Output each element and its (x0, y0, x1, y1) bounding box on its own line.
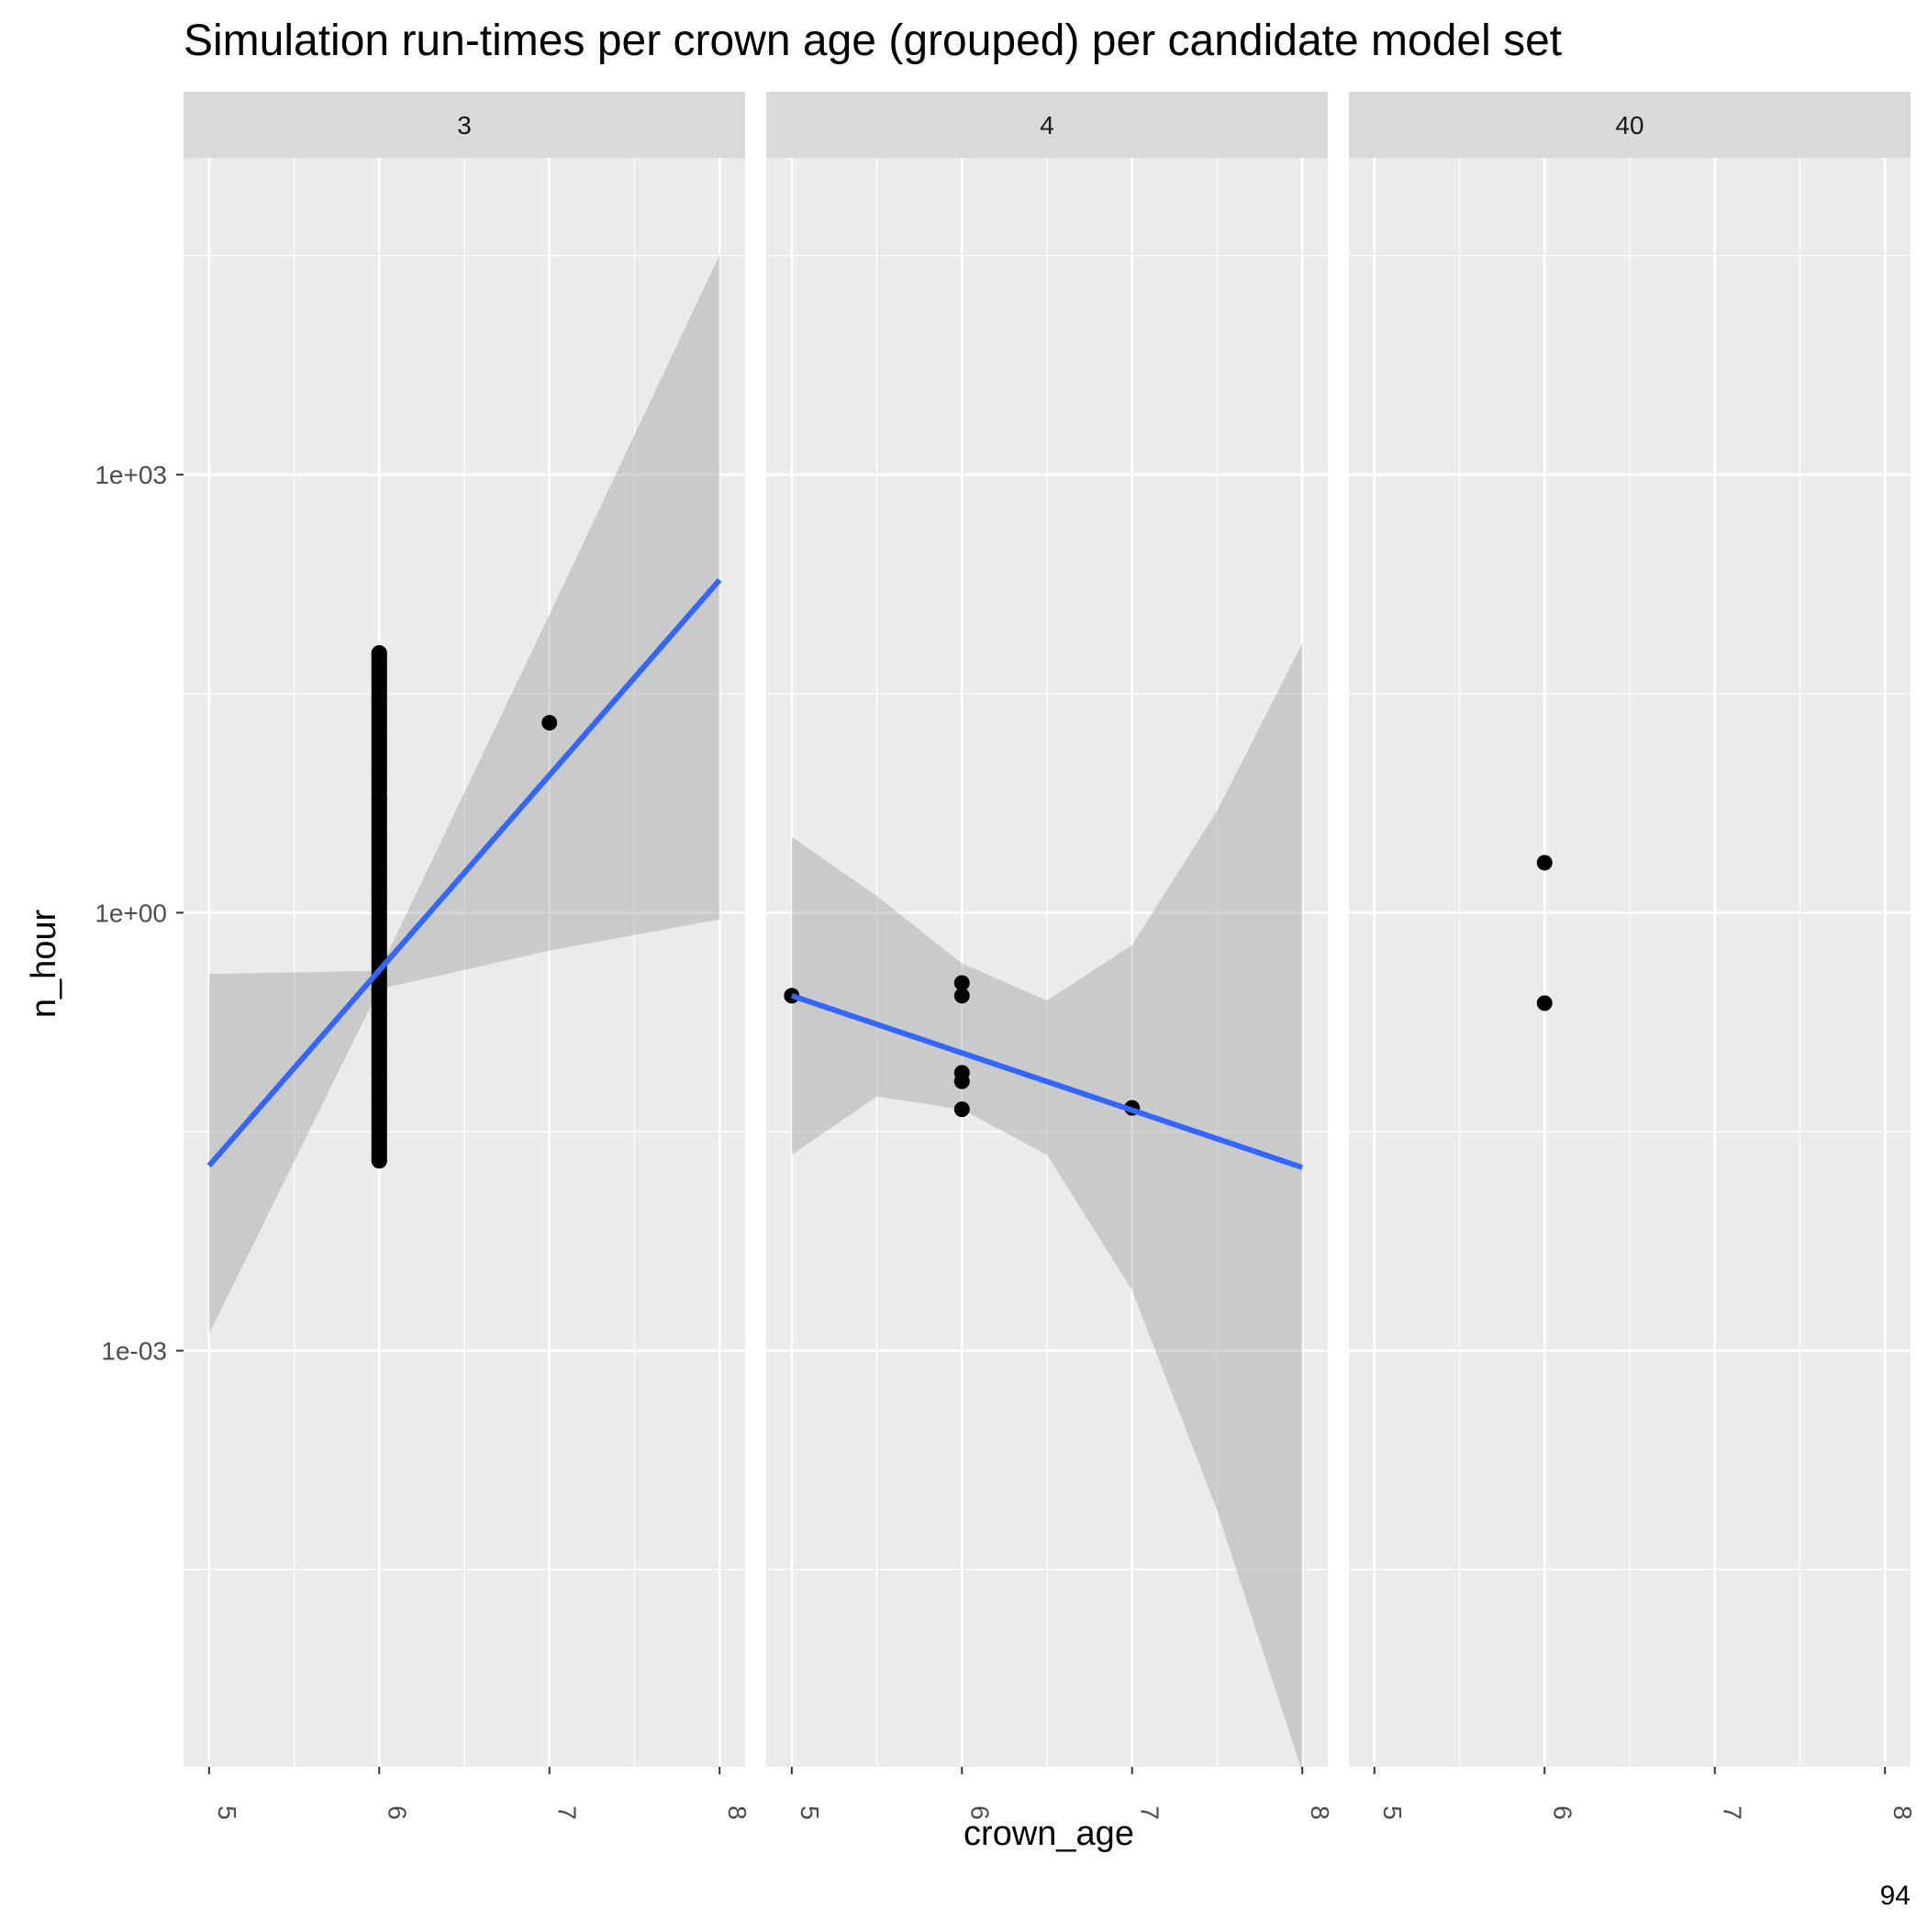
x-tick-label: 8 (1888, 1805, 1917, 1820)
facet-panel-40: 40 5 6 7 8 (1349, 92, 1917, 1820)
x-tick-label: 8 (1306, 1805, 1334, 1820)
data-point (953, 1101, 970, 1118)
x-tick-label: 7 (553, 1805, 582, 1820)
facet-strip-3 (184, 92, 745, 158)
data-point (1536, 854, 1553, 871)
x-tick-label: 6 (383, 1805, 411, 1820)
x-tick-label: 5 (213, 1805, 241, 1820)
facet-panel-3: 3 5 6 7 8 (184, 92, 752, 1820)
x-tick-label: 5 (1378, 1805, 1407, 1820)
facet-strip-40 (1349, 92, 1910, 158)
confidence-band-3 (208, 254, 720, 1335)
chart-caption: 94 (1880, 1881, 1910, 1911)
x-tick-label: 7 (1719, 1805, 1747, 1820)
facet-panel-4: 4 5 6 7 8 (766, 92, 1334, 1820)
confidence-band-4 (791, 642, 1303, 1772)
fit-line-3 (206, 577, 722, 1168)
chart-title: Simulation run-times per crown age (grou… (184, 17, 1562, 65)
facet-strip-label-40: 40 (1615, 111, 1643, 140)
data-point (541, 714, 558, 731)
x-tick-label: 6 (1548, 1805, 1576, 1820)
y-tick-label-0: 1e+03 (95, 461, 167, 489)
x-tick-label: 8 (723, 1805, 752, 1820)
x-tick-label: 5 (796, 1805, 824, 1820)
fit-line-4 (790, 993, 1304, 1170)
facet-strip-4 (766, 92, 1328, 158)
y-tick-label-1: 1e+00 (95, 899, 167, 927)
facet-strip-label-4: 4 (1040, 111, 1054, 140)
facet-panels: 1e+03 1e+00 1e-03 3 5 6 7 8 4 5 6 7 8 40 5 6 7 8 (95, 92, 1917, 1820)
data-point (953, 1073, 970, 1089)
y-axis-label: n_hour (25, 909, 63, 1018)
data-point (953, 988, 970, 1004)
data-point (1536, 995, 1553, 1011)
y-tick-label-2: 1e-03 (101, 1337, 167, 1366)
x-tick-label: 6 (965, 1805, 994, 1820)
data-point (953, 975, 970, 991)
x-axis-label: crown_age (964, 1815, 1134, 1853)
x-tick-label: 7 (1136, 1805, 1164, 1820)
facet-strip-label-3: 3 (457, 111, 472, 140)
